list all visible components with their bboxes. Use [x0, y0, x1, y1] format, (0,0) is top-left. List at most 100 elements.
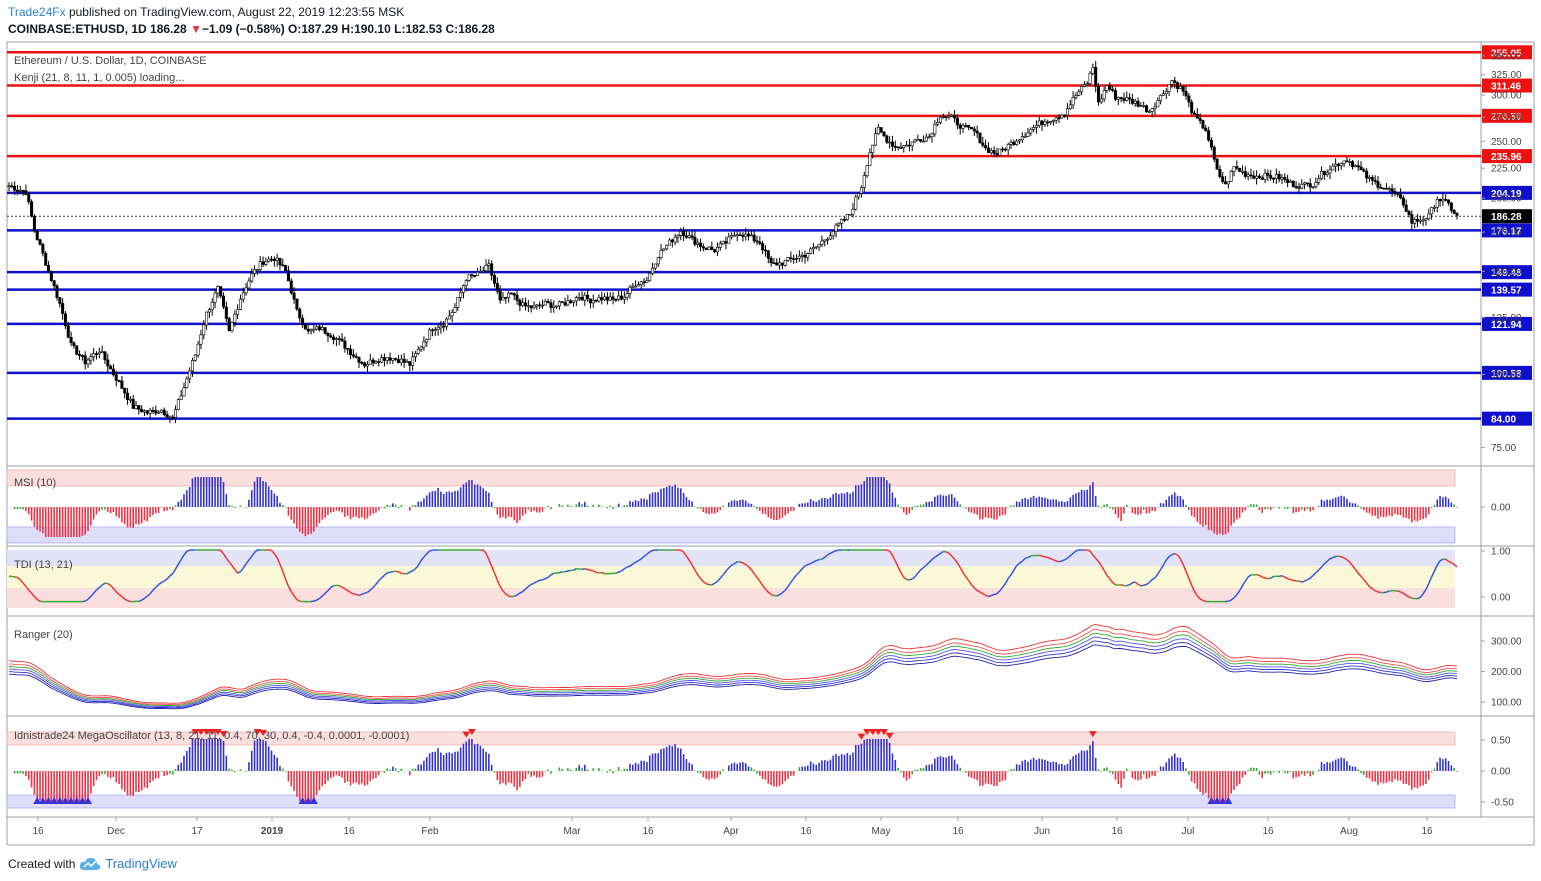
candle-up [673, 236, 677, 243]
candle-up [622, 296, 626, 300]
candle-down [893, 146, 897, 148]
candle-down [397, 359, 401, 363]
candle-up [1387, 188, 1391, 190]
level-tag [1482, 265, 1532, 280]
tdi-line [1326, 558, 1331, 562]
tdi-line [533, 580, 538, 584]
level-label: 176.17 [1491, 226, 1522, 237]
candle-up [1424, 218, 1428, 221]
tdi-line [1349, 561, 1354, 567]
candle-down [63, 313, 67, 327]
tdi-line [90, 592, 95, 597]
tdi-line [423, 553, 428, 558]
candle-down [741, 234, 745, 237]
candle-up [1060, 114, 1064, 119]
candle-up [1080, 86, 1084, 93]
buy-signal-marker [1224, 797, 1233, 804]
candle-down [78, 354, 82, 356]
candle-up [216, 286, 220, 294]
tradingview-logo[interactable]: TradingView [105, 856, 177, 871]
tdi-line [372, 583, 377, 588]
candle-down [766, 250, 770, 259]
tdi-line [813, 559, 817, 563]
x-tick-label: Apr [723, 826, 739, 837]
ranger-line [8, 624, 1458, 704]
candle-down [30, 201, 34, 217]
candle-down [1252, 175, 1256, 179]
candle-down [693, 236, 697, 245]
candle-down [701, 246, 705, 249]
tdi-line [412, 568, 416, 572]
tdi-line [1343, 557, 1348, 561]
x-axis: 16 Dec 17 2019 16 Feb Mar 16 Apr 16 May 16 Jun 16 Jul 1… [32, 817, 1433, 837]
sell-signal-marker [885, 732, 894, 739]
sell-signal-marker [202, 729, 211, 735]
level-tag [1482, 108, 1532, 123]
tdi-line [685, 555, 690, 561]
y-tick-label: 1.00 [1491, 547, 1511, 558]
candle-up [800, 254, 804, 257]
candle-up [1049, 121, 1053, 123]
tdi-line [962, 572, 967, 578]
candle-down [1449, 202, 1453, 211]
tdi-line [313, 599, 317, 602]
candle-up [148, 410, 152, 414]
candle-down [1145, 105, 1149, 113]
candle-down [1207, 130, 1211, 141]
candle-up [809, 248, 813, 254]
candle-down [972, 128, 976, 132]
candle-down [1272, 177, 1276, 180]
candle-up [365, 364, 369, 367]
tdi-line [725, 567, 730, 572]
tdi-line [107, 582, 112, 586]
tdi-line [508, 595, 512, 598]
candle-up [826, 238, 830, 241]
candle-up [653, 263, 657, 269]
candle-down [95, 353, 99, 355]
candle-down [769, 257, 773, 264]
tdi-line [186, 549, 190, 553]
x-tick-label: 16 [642, 826, 654, 837]
candle-down [1113, 90, 1117, 100]
candle-up [707, 246, 711, 250]
tdi-line [350, 591, 354, 595]
candle-down [1376, 181, 1380, 188]
tdi-line [1140, 584, 1144, 587]
candle-down [1260, 177, 1264, 180]
candle-down [992, 150, 996, 154]
candle-down [1057, 117, 1061, 120]
candle-up [202, 324, 206, 336]
outer-frame [6, 41, 1535, 818]
candle-up [207, 309, 211, 313]
x-tick-label: 2019 [261, 826, 284, 837]
candle-down [1390, 188, 1394, 192]
candle-down [978, 132, 982, 144]
candle-up [648, 273, 652, 281]
author-name[interactable]: Trade24Fx [8, 5, 66, 19]
tdi-line [1064, 557, 1068, 561]
candle-down [1362, 169, 1366, 172]
candle-up [1317, 178, 1321, 183]
candle-up [1105, 85, 1109, 91]
tdi-line [900, 572, 905, 578]
tdi-line [1304, 579, 1308, 582]
candle-down [286, 270, 290, 282]
tdi-line [584, 568, 588, 571]
y-tick-label: 0.00 [1491, 503, 1511, 514]
tdi-line [1264, 577, 1269, 580]
candle-up [439, 325, 443, 329]
candle-down [1215, 158, 1219, 170]
candle-down [66, 325, 70, 338]
candle-down [512, 293, 516, 296]
tdi-line [959, 567, 964, 573]
tdi-line [228, 561, 233, 566]
candle-up [18, 189, 22, 192]
candle-down [261, 261, 265, 265]
candle-down [1176, 82, 1180, 89]
candle-down [15, 189, 19, 192]
level-label: 149.48 [1491, 268, 1522, 279]
candle-down [337, 338, 341, 340]
candle-down [509, 292, 513, 295]
candle-up [924, 136, 928, 142]
